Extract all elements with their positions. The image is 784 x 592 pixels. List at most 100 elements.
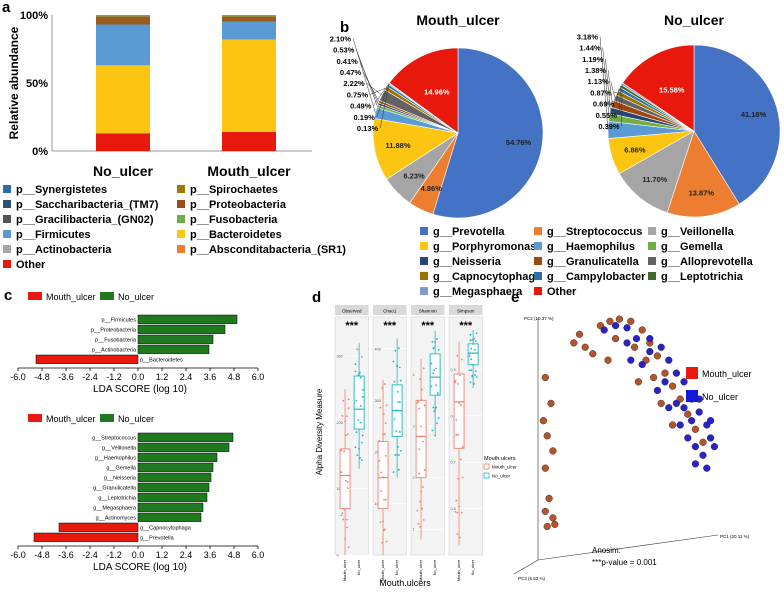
x-tick-label: 1.2 bbox=[156, 550, 169, 560]
legend-label: Mouth_ulcer bbox=[702, 369, 752, 379]
slice-label: 2.10% bbox=[330, 34, 352, 43]
box bbox=[339, 448, 351, 510]
jitter-point bbox=[382, 476, 384, 479]
jitter-point bbox=[432, 372, 435, 375]
jitter-point bbox=[432, 406, 435, 409]
legend-swatch bbox=[420, 257, 428, 265]
category-label: No_ulcer bbox=[93, 163, 153, 179]
scatter-point-No_ulcer bbox=[680, 404, 688, 412]
box bbox=[353, 375, 365, 430]
x-tick-label: 0.0 bbox=[132, 550, 145, 560]
jitter-point bbox=[343, 450, 346, 453]
legend-swatch bbox=[3, 245, 11, 253]
jitter-point bbox=[361, 396, 364, 398]
lda-bar bbox=[137, 344, 210, 354]
jitter-point bbox=[433, 369, 436, 371]
slice-label: 54.76% bbox=[506, 138, 532, 147]
legend-swatch bbox=[534, 227, 542, 235]
jitter-point bbox=[359, 456, 361, 459]
slice-label: 0.39% bbox=[598, 122, 620, 131]
scatter-point-Mouth_ulcer bbox=[668, 382, 677, 390]
jitter-point bbox=[342, 518, 345, 521]
x-tick-label: -3.6 bbox=[58, 372, 74, 382]
legend-swatch bbox=[3, 200, 11, 208]
scatter-point-No_ulcer bbox=[646, 347, 654, 356]
jitter-point bbox=[418, 407, 421, 410]
scatter-point-No_ulcer bbox=[632, 335, 641, 343]
jitter-point bbox=[475, 332, 478, 335]
legend-label: g__Campylobacter bbox=[547, 271, 646, 283]
jitter-point bbox=[459, 458, 462, 461]
slice-label: 0.49% bbox=[350, 102, 372, 111]
jitter-point bbox=[396, 364, 399, 366]
bar-label: g__Haemophilus bbox=[95, 456, 137, 462]
bar-label: p__Proteobacteria bbox=[91, 328, 137, 334]
jitter-point bbox=[397, 445, 399, 448]
facet-strip bbox=[449, 305, 483, 315]
facet-title: Shannon bbox=[419, 309, 438, 314]
scatter-point-No_ulcer bbox=[623, 339, 631, 347]
jitter-point bbox=[459, 536, 461, 539]
jitter-point bbox=[420, 425, 422, 428]
lda-bar bbox=[137, 314, 238, 324]
scatter-point-Mouth_ulcer bbox=[543, 522, 551, 531]
jitter-point bbox=[416, 509, 419, 512]
jitter-point bbox=[394, 454, 397, 456]
jitter-point bbox=[436, 422, 438, 425]
scatter-point-No_ulcer bbox=[706, 434, 715, 442]
jitter-point bbox=[380, 490, 383, 492]
jitter-point bbox=[354, 370, 357, 373]
bar-label: p__Bacteroidetes bbox=[140, 358, 183, 364]
x-tick-label: Mouth_ulcer bbox=[419, 559, 423, 581]
jitter-point bbox=[346, 487, 349, 489]
slice-label: 0.47% bbox=[340, 68, 362, 77]
scatter-point-Mouth_ulcer bbox=[653, 352, 662, 360]
legend-swatch bbox=[648, 257, 656, 265]
legend-label: Mouth_ulcer bbox=[46, 292, 96, 302]
legend-label: p__Fusobacteria bbox=[190, 214, 278, 226]
anosim-pvalue: ***p-value = 0.001 bbox=[592, 558, 657, 567]
jitter-point bbox=[384, 454, 387, 457]
bar-segment-p__Firmicutes bbox=[222, 21, 276, 40]
slice-label: 0.69% bbox=[593, 100, 615, 109]
jitter-point bbox=[361, 434, 364, 437]
box bbox=[377, 441, 389, 510]
jitter-point bbox=[471, 375, 474, 378]
jitter-point bbox=[418, 472, 421, 475]
jitter-point bbox=[436, 391, 439, 394]
slice-label: 0.13% bbox=[357, 124, 379, 133]
legend-label: No_ulcer bbox=[702, 392, 738, 402]
panel-letter-a: a bbox=[2, 0, 11, 16]
legend-label: g__Haemophilus bbox=[547, 241, 635, 253]
lda-bar bbox=[137, 492, 208, 502]
scatter-point-No_ulcer bbox=[611, 322, 620, 330]
legend-label: p__Saccharibacteria_(TM7) bbox=[16, 199, 159, 211]
anosim-label: Anosim: bbox=[592, 546, 621, 555]
legend-label: Mouth_ulcer bbox=[46, 414, 96, 424]
legend-swatch bbox=[534, 287, 542, 295]
facet-title: Chao1 bbox=[383, 309, 397, 314]
jitter-point bbox=[397, 390, 399, 393]
jitter-point bbox=[474, 370, 477, 372]
jitter-point bbox=[345, 518, 348, 521]
jitter-point bbox=[382, 520, 384, 523]
scatter-point-No_ulcer bbox=[672, 399, 681, 408]
legend-swatch bbox=[534, 257, 542, 265]
x-tick-label: -6.0 bbox=[10, 372, 26, 382]
slice-label: 1.19% bbox=[582, 55, 604, 64]
y-tick-label: 200 bbox=[337, 421, 343, 425]
y-tick-label: 0.8 bbox=[451, 414, 456, 418]
scatter-point-Mouth_ulcer bbox=[575, 330, 584, 338]
jitter-point bbox=[396, 453, 399, 456]
jitter-point bbox=[423, 404, 426, 407]
slice-label: 3.18% bbox=[577, 32, 599, 41]
x-tick-label: 6.0 bbox=[252, 372, 265, 382]
jitter-point bbox=[346, 481, 349, 484]
slice-label: 1.38% bbox=[585, 66, 607, 75]
leader-line bbox=[379, 83, 390, 129]
scatter-point-Mouth_ulcer bbox=[549, 447, 557, 455]
slice-label: 0.87% bbox=[590, 88, 612, 97]
jitter-point bbox=[469, 339, 472, 342]
legend-swatch bbox=[28, 292, 42, 300]
